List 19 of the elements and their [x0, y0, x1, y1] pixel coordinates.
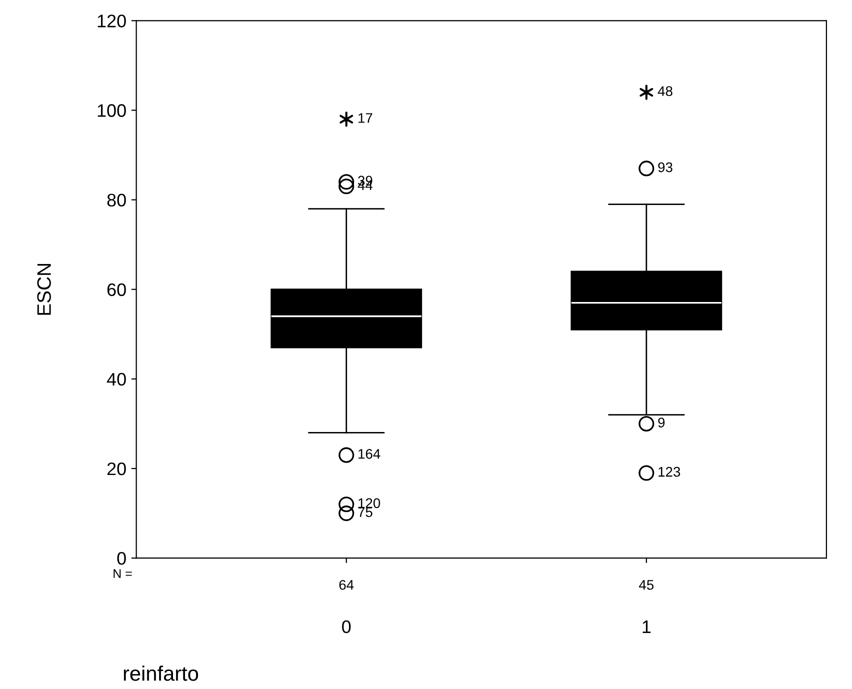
annotation: 164 [358, 448, 380, 459]
y-tick-label: 80 [107, 194, 126, 207]
annotation: 48 [658, 86, 672, 96]
text: 45 [639, 580, 654, 590]
y-tick-label: 0 [117, 552, 126, 565]
annotation: 123 [658, 466, 680, 477]
x-axis-title: reinfarto [124, 666, 198, 681]
y-tick-label: 100 [98, 104, 126, 117]
text: 64 [339, 580, 354, 590]
annotation: 17 [358, 113, 372, 123]
y-tick-label: 120 [98, 14, 126, 28]
y-tick-label: 40 [106, 372, 126, 386]
x-tick-label: 1 [642, 620, 651, 633]
y-axis-title: ESCN [37, 264, 51, 315]
y-tick-label: 60 [107, 283, 126, 296]
y-tick-label: 20 [107, 462, 126, 476]
annotation: 9 [658, 418, 665, 428]
text: N = [114, 569, 132, 578]
annotation: 93 [658, 162, 672, 172]
